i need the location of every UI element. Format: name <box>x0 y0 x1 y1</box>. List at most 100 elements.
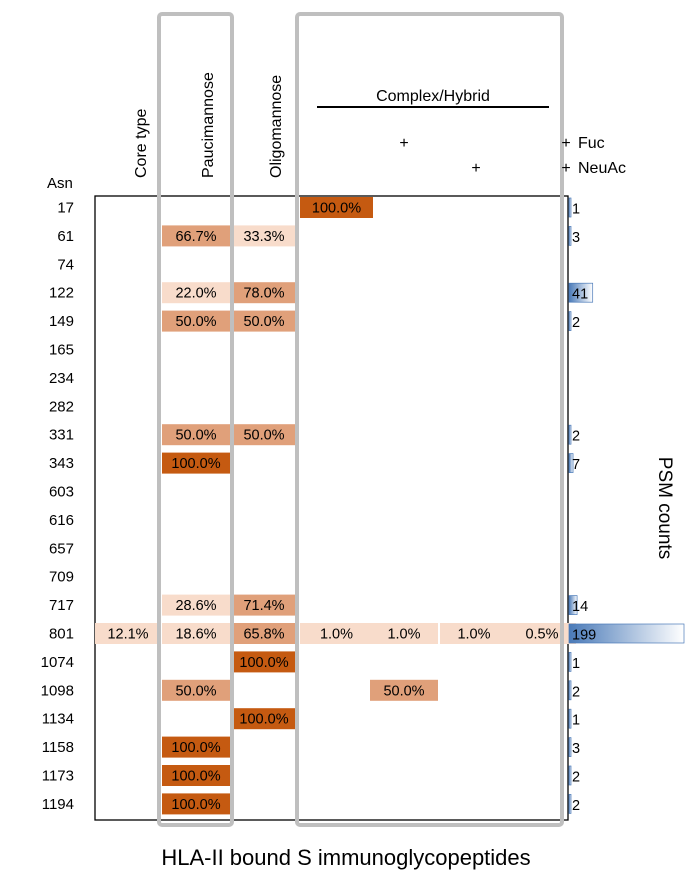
cell-value-label: 100.0% <box>171 769 220 785</box>
heatmap-cell <box>370 679 438 701</box>
psm-count-label: 199 <box>572 628 596 644</box>
fuc-plus-marker: + <box>561 135 570 152</box>
row-label-asn: 1098 <box>41 682 74 699</box>
psm-count-label: 3 <box>572 230 580 246</box>
cell-value-label: 50.0% <box>243 314 284 330</box>
psm-count-bar <box>568 282 594 303</box>
heatmap-cell <box>162 310 230 332</box>
row-label-asn: 1173 <box>42 768 74 785</box>
paucimannose-outline <box>157 12 234 827</box>
fuc-label: Fuc <box>578 135 605 152</box>
cell-value-label: 100.0% <box>312 201 361 217</box>
heatmap-cell <box>162 679 230 701</box>
heatmap-cell <box>508 623 576 644</box>
row-label-asn: 74 <box>57 256 74 273</box>
row-label-asn: 657 <box>49 540 74 557</box>
heatmap-frame <box>94 195 569 821</box>
row-header-asn: Asn <box>47 175 73 192</box>
column-header: Oligomannose <box>268 75 285 178</box>
cell-value-label: 66.7% <box>175 229 216 245</box>
psm-count-bar <box>568 794 572 814</box>
cell-value-label: 100.0% <box>239 655 288 671</box>
heatmap-cell <box>300 623 373 644</box>
psm-count-bar <box>568 652 572 672</box>
psm-count-bar <box>568 197 572 218</box>
heatmap-cell <box>162 282 230 304</box>
complex-hybrid-outline <box>295 12 564 827</box>
cell-value-label: 50.0% <box>175 314 216 330</box>
psm-count-bar <box>568 680 572 701</box>
cell-value-label: 100.0% <box>171 456 220 472</box>
heatmap-cell <box>162 424 230 446</box>
psm-count-label: 2 <box>572 770 580 786</box>
psm-count-bar <box>568 595 578 615</box>
row-label-asn: 282 <box>49 398 74 415</box>
row-label-asn: 603 <box>49 484 74 501</box>
psm-count-label: 41 <box>572 287 588 303</box>
psm-count-bar <box>568 311 572 331</box>
psm-count-bar <box>568 737 572 757</box>
row-label-asn: 165 <box>49 342 74 359</box>
cell-value-label: 78.0% <box>243 286 284 302</box>
psm-count-label: 7 <box>572 457 580 473</box>
cell-value-label: 18.6% <box>175 627 216 643</box>
row-label-asn: 1134 <box>42 711 74 728</box>
heatmap-cell <box>95 623 161 644</box>
psm-count-label: 2 <box>572 798 580 814</box>
psm-count-bar <box>568 226 572 246</box>
heatmap-cell <box>230 594 298 616</box>
cell-value-label: 33.3% <box>243 229 284 245</box>
heatmap-cell <box>230 651 298 673</box>
heatmap-cell <box>230 310 298 332</box>
heatmap-cell <box>230 225 298 247</box>
psm-count-bar <box>568 708 572 729</box>
heatmap-cell <box>162 793 230 815</box>
heatmap-cell <box>300 197 373 218</box>
cell-value-label: 0.5% <box>525 627 558 643</box>
cell-value-label: 100.0% <box>171 797 220 813</box>
psm-count-bar <box>568 424 572 445</box>
heatmap-cell <box>162 765 230 786</box>
fuc-plus-marker: + <box>399 135 408 152</box>
row-label-asn: 616 <box>49 512 74 529</box>
cell-value-label: 71.4% <box>243 598 284 614</box>
psm-count-label: 1 <box>572 202 580 218</box>
heatmap-cell <box>162 594 230 616</box>
heatmap-cell <box>230 282 298 304</box>
heatmap-cell <box>440 623 508 644</box>
neuac-plus-marker: + <box>561 160 570 177</box>
psm-count-bar <box>568 765 572 786</box>
heatmap-cell <box>230 708 298 730</box>
psm-count-label: 1 <box>572 713 580 729</box>
psm-count-label: 2 <box>572 429 580 445</box>
psm-counts-axis-label: PSM counts <box>654 457 675 559</box>
heatmap-cell <box>162 623 230 644</box>
cell-value-label: 50.0% <box>243 428 284 444</box>
psm-count-bar <box>568 453 574 473</box>
row-label-asn: 1158 <box>42 739 74 756</box>
heatmap-cell <box>162 452 230 474</box>
complex-hybrid-header: Complex/Hybrid <box>376 88 490 105</box>
cell-value-label: 100.0% <box>239 712 288 728</box>
row-label-asn: 1074 <box>41 654 74 671</box>
row-label-asn: 61 <box>57 228 74 245</box>
heatmap-cell <box>162 736 230 758</box>
row-label-asn: 801 <box>49 626 74 643</box>
row-label-asn: 331 <box>49 427 74 444</box>
psm-count-label: 14 <box>572 599 588 615</box>
cell-value-label: 100.0% <box>171 740 220 756</box>
row-label-asn: 709 <box>49 569 74 586</box>
cell-value-label: 12.1% <box>107 627 148 643</box>
row-label-asn: 717 <box>49 597 74 614</box>
cell-value-label: 50.0% <box>175 428 216 444</box>
column-header: Core type <box>133 109 150 178</box>
row-label-asn: 122 <box>49 285 74 302</box>
cell-value-label: 1.0% <box>387 627 420 643</box>
cell-value-label: 50.0% <box>175 683 216 699</box>
cell-value-label: 28.6% <box>175 598 216 614</box>
heatmap-cell <box>162 225 230 247</box>
column-header: Paucimannose <box>200 72 217 178</box>
cell-value-label: 50.0% <box>383 683 424 699</box>
figure-title: HLA-II bound S immunoglycopeptides <box>161 845 530 870</box>
